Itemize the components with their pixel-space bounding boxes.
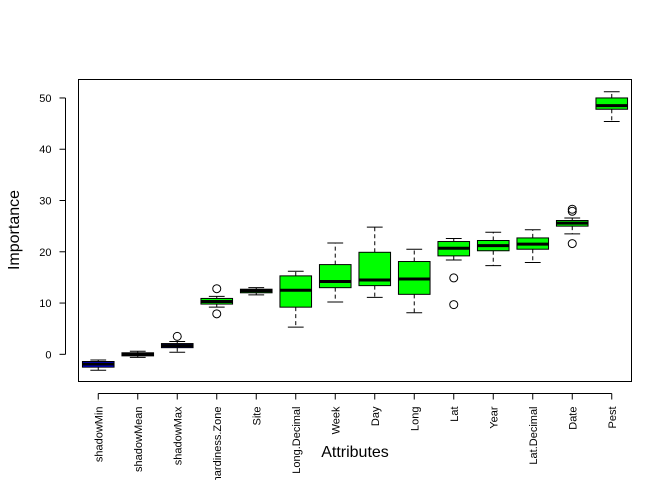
x-axis-title: Attributes [321,444,389,461]
box-week [318,242,352,303]
boxes-layer [81,91,629,371]
x-tick-label: Site [251,407,263,426]
box-long [397,248,431,314]
x-tick-label: Day [370,406,382,426]
y-tick-label: 30 [39,196,51,208]
y-tick-label: 0 [45,349,51,361]
box-site [239,287,273,296]
outlier-point [449,300,459,310]
box-shadowmin [81,359,115,371]
y-tick-label: 50 [39,93,51,105]
y-tick-label: 40 [39,144,51,156]
x-tick-label: shadowMin [93,407,105,463]
x-tick-label: Pest [607,407,619,429]
box-day [358,226,392,298]
x-tick-label: Year [488,406,500,429]
x-tick-label: Date [567,407,579,430]
outlier-point [212,284,222,294]
box-date [555,204,589,249]
box-body [318,264,352,289]
x-axis: shadowMin shadowMean shadowMax hardiness.Zo… [93,393,619,480]
x-tick-label: shadowMean [133,407,145,472]
box-body [595,97,629,110]
x-tick-label: Lat [449,407,461,422]
box-year [476,231,510,267]
x-tick-label: shadowMax [172,406,184,465]
outlier-point [567,206,577,216]
outlier-point [567,239,577,249]
x-tick-label: Long [409,407,421,431]
outlier-point [172,331,182,341]
box-lat-decimal [516,229,550,264]
x-tick-label: Week [330,406,342,434]
plot-frame [78,79,632,382]
y-axis-title: Importance [6,190,23,270]
y-tick-label: 10 [39,298,51,310]
box-lat [437,237,471,310]
x-tick-label: hardiness.Zone [212,407,224,480]
box-shadowmax [160,331,194,353]
x-tick-label: Lat.Decimal [528,407,540,465]
x-tick-label: Long.Decimal [291,407,303,474]
y-axis: 0 10 20 30 40 50 [39,93,66,361]
box-long-decimal [279,270,313,328]
box-pest [595,91,629,123]
box-hardiness-zone [200,284,234,319]
outlier-point [212,309,222,319]
box-shadowmean [121,350,155,358]
y-tick-label: 20 [39,247,51,259]
outlier-point [449,273,459,283]
